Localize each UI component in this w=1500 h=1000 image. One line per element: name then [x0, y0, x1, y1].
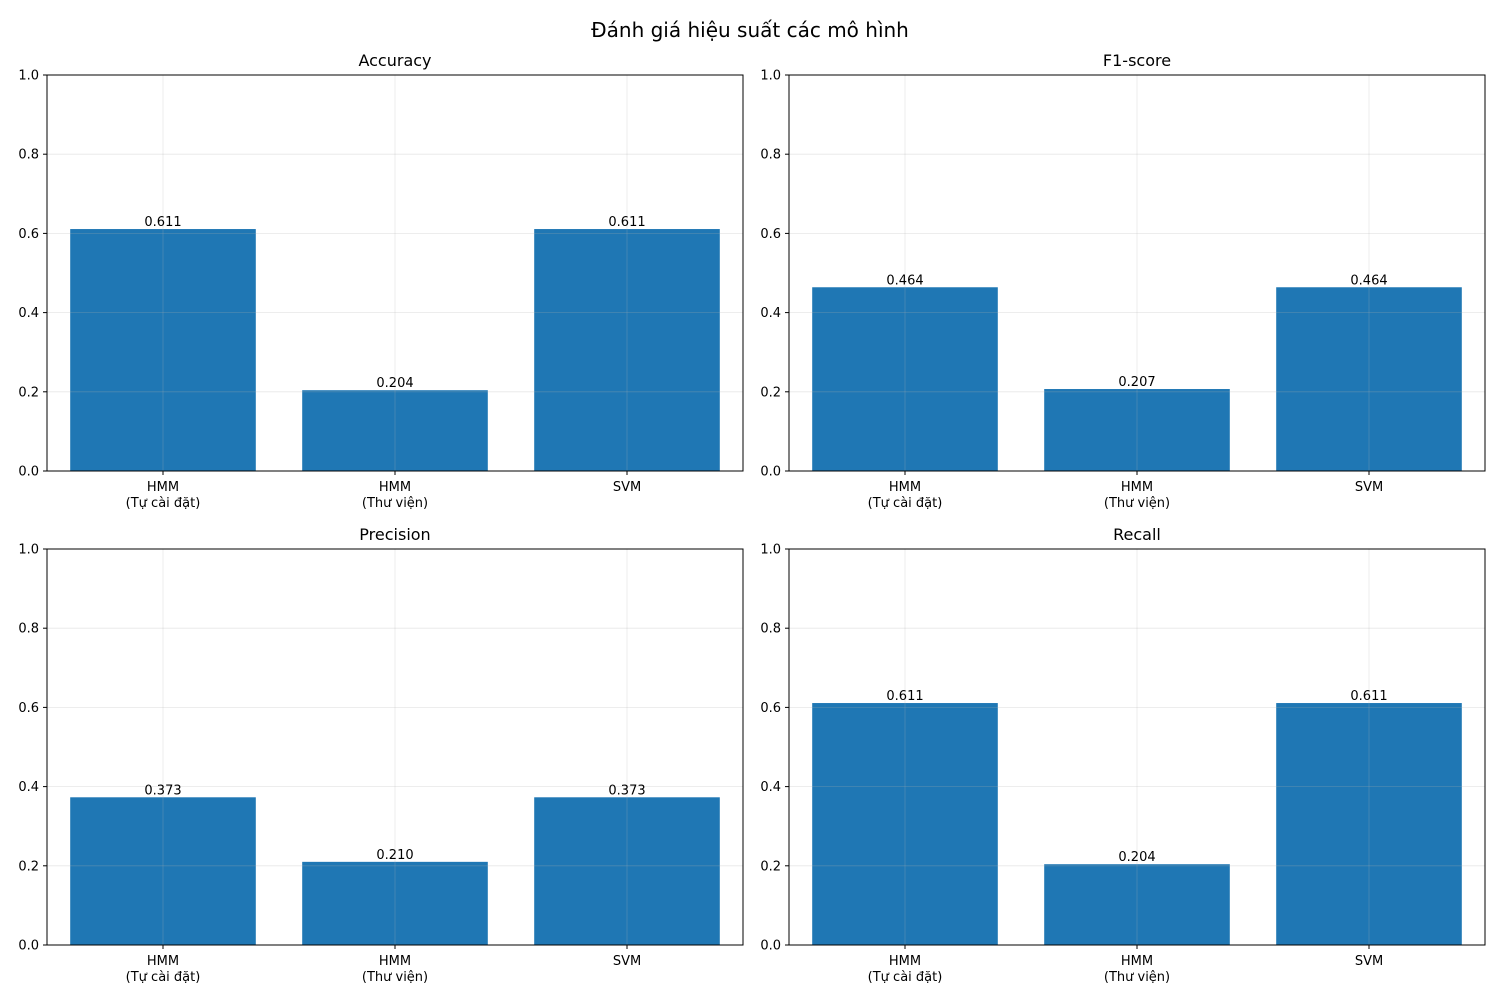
y-tick-label: 1.0 [760, 543, 781, 558]
y-tick-label: 0.0 [760, 465, 781, 480]
bar [812, 287, 998, 471]
bar [302, 861, 488, 945]
data-label: 0.464 [886, 273, 923, 288]
figure-title: Đánh giá hiệu suất các mô hình [591, 18, 909, 42]
bar [534, 797, 720, 945]
y-tick-label: 1.0 [18, 69, 39, 84]
subplot-title: Precision [359, 525, 430, 544]
data-label: 0.204 [1118, 850, 1155, 865]
subplot-1: F1-score 0.464 0.207 0.464 0.0 0.2 0.4 0.6 0.8 1.… [760, 51, 1486, 511]
bar [70, 229, 256, 471]
x-tick-label: SVM [1355, 954, 1383, 969]
bar [1044, 864, 1230, 945]
x-tick-label: HMM (Tự cài đặt) [126, 954, 201, 985]
y-tick-label: 0.6 [18, 227, 39, 242]
x-tick-label: SVM [613, 954, 641, 969]
subplot-3: Recall 0.611 0.204 0.611 0.0 0.2 0.4 0.6 0.8 1.0 H… [760, 525, 1486, 985]
y-tick-label: 0.2 [18, 385, 39, 400]
x-tick-label: HMM (Thư viện) [362, 480, 428, 511]
subplot-0: Accuracy 0.611 0.204 0.611 0.0 0.2 0.4 0.6 0.8 1.… [18, 51, 744, 511]
y-tick-label: 0.2 [18, 859, 39, 874]
data-label: 0.373 [144, 783, 181, 798]
x-tick-label: HMM (Tự cài đặt) [126, 480, 201, 511]
data-label: 0.204 [376, 376, 413, 391]
x-tick-label: HMM (Tự cài đặt) [868, 480, 943, 511]
x-tick-label: HMM (Thư viện) [1104, 480, 1170, 511]
bar [534, 229, 720, 471]
data-label: 0.611 [608, 215, 645, 230]
y-tick-label: 0.0 [18, 465, 39, 480]
y-tick-label: 0.8 [760, 148, 781, 163]
bar [1044, 389, 1230, 471]
y-tick-label: 0.6 [760, 227, 781, 242]
data-label: 0.210 [376, 848, 413, 863]
y-tick-label: 0.2 [760, 859, 781, 874]
y-tick-label: 0.0 [18, 939, 39, 954]
y-tick-label: 0.4 [18, 780, 39, 795]
data-label: 0.207 [1118, 375, 1155, 390]
x-tick-label: SVM [613, 480, 641, 495]
y-tick-label: 0.4 [760, 780, 781, 795]
data-label: 0.611 [144, 215, 181, 230]
y-tick-label: 0.4 [760, 306, 781, 321]
data-label: 0.611 [886, 689, 923, 704]
subplot-title: F1-score [1103, 51, 1171, 70]
y-tick-label: 0.6 [18, 701, 39, 716]
y-tick-label: 0.8 [18, 148, 39, 163]
x-tick-label: HMM (Thư viện) [1104, 954, 1170, 985]
y-tick-label: 0.6 [760, 701, 781, 716]
bar [1276, 287, 1462, 471]
subplot-2: Precision 0.373 0.210 0.373 0.0 0.2 0.4 0.6 0.8 1… [18, 525, 744, 985]
bar [1276, 703, 1462, 945]
bar [302, 390, 488, 471]
y-tick-label: 1.0 [760, 69, 781, 84]
data-label: 0.464 [1350, 273, 1387, 288]
data-label: 0.611 [1350, 689, 1387, 704]
y-tick-label: 0.4 [18, 306, 39, 321]
bar [70, 797, 256, 945]
y-tick-label: 0.2 [760, 385, 781, 400]
subplot-title: Recall [1113, 525, 1161, 544]
y-tick-label: 0.0 [760, 939, 781, 954]
y-tick-label: 1.0 [18, 543, 39, 558]
y-tick-label: 0.8 [18, 622, 39, 637]
x-tick-label: HMM (Tự cài đặt) [868, 954, 943, 985]
bar [812, 703, 998, 945]
subplot-title: Accuracy [358, 51, 431, 70]
data-label: 0.373 [608, 783, 645, 798]
x-tick-label: SVM [1355, 480, 1383, 495]
x-tick-label: HMM (Thư viện) [362, 954, 428, 985]
y-tick-label: 0.8 [760, 622, 781, 637]
